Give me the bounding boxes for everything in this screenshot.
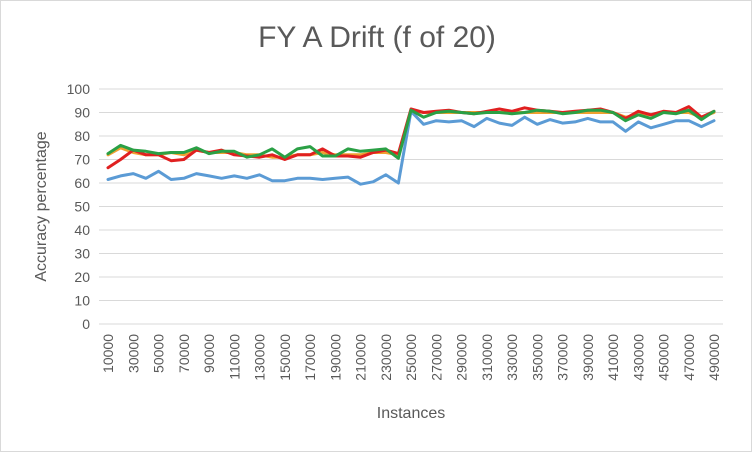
series-lines xyxy=(106,105,716,186)
x-tick-label: 390000 xyxy=(580,334,596,381)
x-tick-label: 250000 xyxy=(403,334,419,381)
x-axis-ticks: 10000 30000 50000 70000 90000 110000 130000 150… xyxy=(100,334,722,381)
x-tick-label: 290000 xyxy=(454,334,470,381)
y-tick-label: 10 xyxy=(74,293,90,309)
x-tick-label: 110000 xyxy=(226,334,242,380)
x-tick-label: 410000 xyxy=(605,334,621,381)
x-tick-label: 50000 xyxy=(151,334,167,373)
x-tick-label: 10000 xyxy=(100,334,116,373)
x-axis-label: Instances xyxy=(377,405,445,422)
x-tick-label: 450000 xyxy=(656,334,672,381)
x-tick-label: 470000 xyxy=(681,334,697,381)
y-tick-label: 70 xyxy=(74,152,90,168)
series-line xyxy=(106,108,716,160)
x-tick-label: 30000 xyxy=(125,334,141,373)
y-tick-label: 40 xyxy=(74,222,90,238)
x-tick-label: 230000 xyxy=(378,334,394,381)
y-tick-label: 30 xyxy=(74,246,90,262)
x-tick-label: 170000 xyxy=(302,334,318,381)
y-tick-label: 90 xyxy=(74,105,90,121)
x-tick-label: 210000 xyxy=(353,334,369,381)
x-tick-label: 70000 xyxy=(176,334,192,373)
y-tick-label: 0 xyxy=(82,316,90,332)
y-axis-label: Accuracy percentage xyxy=(33,131,50,281)
gridlines xyxy=(99,88,723,301)
x-tick-label: 190000 xyxy=(327,334,343,381)
x-tick-label: 430000 xyxy=(630,334,646,381)
y-axis-ticks: 0 10 20 30 40 50 60 70 80 90 100 xyxy=(67,81,91,332)
x-tick-label: 490000 xyxy=(706,334,722,381)
x-tick-label: 370000 xyxy=(555,334,571,381)
x-tick-label: 350000 xyxy=(529,334,545,381)
y-tick-label: 50 xyxy=(74,199,90,215)
chart-title: FY A Drift (f of 20) xyxy=(258,21,496,54)
x-tick-label: 150000 xyxy=(277,334,293,381)
y-tick-label: 80 xyxy=(74,128,90,144)
y-tick-label: 100 xyxy=(67,81,91,97)
x-tick-label: 130000 xyxy=(252,334,268,381)
y-tick-label: 60 xyxy=(74,175,90,191)
x-tick-label: 330000 xyxy=(504,334,520,381)
x-tick-label: 310000 xyxy=(479,334,495,381)
x-tick-label: 270000 xyxy=(428,334,444,381)
y-tick-label: 20 xyxy=(74,269,90,285)
x-tick-label: 90000 xyxy=(201,334,217,373)
